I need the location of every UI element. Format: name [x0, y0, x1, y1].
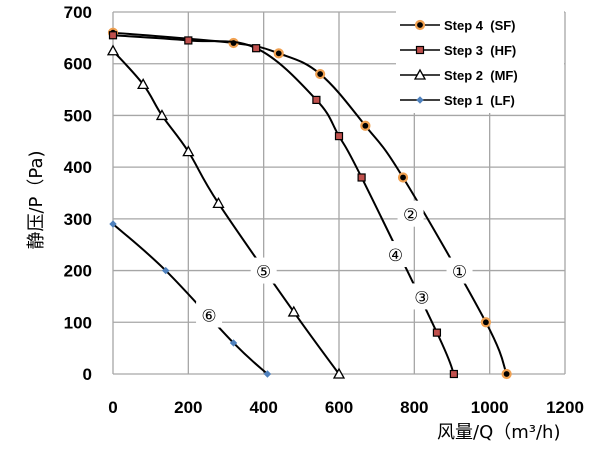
annotation-bg: [196, 301, 223, 328]
legend-label: Step 4 (SF): [444, 18, 516, 33]
data-point-1: [357, 173, 366, 182]
data-point-3: [162, 266, 170, 275]
data-point-1: [432, 328, 442, 337]
data-point-2: [287, 305, 300, 317]
data-point-1: [184, 36, 193, 45]
y-tick-label: 300: [64, 210, 92, 229]
curve-number-label: ①: [452, 263, 467, 283]
series-line-2: [112, 50, 340, 375]
data-point-0: [480, 317, 491, 328]
legend-marker: [414, 19, 426, 31]
y-tick-label: 400: [64, 158, 92, 177]
data-point-3: [229, 339, 238, 347]
x-tick-label: 400: [249, 398, 277, 417]
legend-label: Step 1 (LF): [444, 93, 515, 108]
legend-label: Step 2 (MF): [444, 68, 518, 83]
data-point-0: [360, 120, 371, 131]
y-tick-label: 500: [64, 106, 92, 125]
curve-number-label: ⑤: [256, 263, 271, 283]
data-point-1: [449, 369, 458, 379]
curve-number-label: ⑥: [201, 307, 216, 327]
y-tick-label: 200: [64, 262, 92, 281]
annotation-bg: [250, 257, 277, 284]
annotations: ②④ ③ ① ⑤ ⑥: [196, 200, 473, 328]
data-point-1: [108, 31, 118, 40]
y-tick-label: 700: [64, 3, 92, 22]
data-point-2: [212, 197, 225, 208]
legend-label: Step 3 (HF): [444, 43, 516, 58]
x-tick-label: 200: [174, 398, 202, 417]
data-point-1: [334, 132, 344, 141]
legend-marker: [413, 68, 427, 80]
data-point-2: [137, 78, 150, 90]
data-point-0: [501, 368, 512, 380]
curve-number-label: ③: [414, 288, 429, 308]
x-tick-label: 800: [400, 398, 428, 417]
data-point-1: [312, 95, 321, 105]
data-point-1: [252, 44, 261, 53]
x-tick-label: 1000: [471, 398, 509, 417]
legend-marker: [416, 96, 424, 104]
data-point-0: [315, 68, 326, 80]
annotation-bg: [397, 200, 424, 227]
tick-labels: 0 200 400 600 800 1000 1200 0 100 200 300 400 500 600…: [64, 3, 584, 417]
data-point-0: [273, 48, 284, 59]
x-axis-label: 风量/Q（m³/h): [437, 422, 560, 443]
annotation-bg: [382, 241, 409, 268]
data-point-3: [263, 370, 272, 378]
data-point-0: [397, 172, 409, 183]
series-line-1: [112, 34, 455, 375]
curve-number-label: ④: [388, 246, 403, 266]
data-point-2: [155, 109, 169, 121]
series-line-3: [112, 223, 269, 375]
data-point-2: [182, 145, 195, 157]
data-point-2: [106, 44, 120, 56]
y-axis-label: 静压/P（Pa): [26, 150, 47, 249]
data-point-2: [332, 367, 346, 379]
curve-number-label: ②: [403, 206, 418, 226]
series-group: [106, 27, 512, 380]
y-tick-label: 0: [83, 365, 92, 384]
annotation-bg: [408, 283, 435, 310]
y-tick-label: 600: [64, 55, 92, 74]
x-tick-label: 0: [108, 398, 117, 417]
data-point-3: [109, 220, 117, 228]
annotation-bg: [446, 257, 473, 284]
legend: Step 4 (SF) Step 3 (HF) Step 2 (MF) Step 1 …: [396, 11, 564, 113]
x-tick-label: 600: [325, 398, 353, 417]
y-tick-label: 100: [64, 313, 92, 332]
x-tick-label: 1200: [546, 398, 584, 417]
legend-marker: [415, 45, 425, 55]
